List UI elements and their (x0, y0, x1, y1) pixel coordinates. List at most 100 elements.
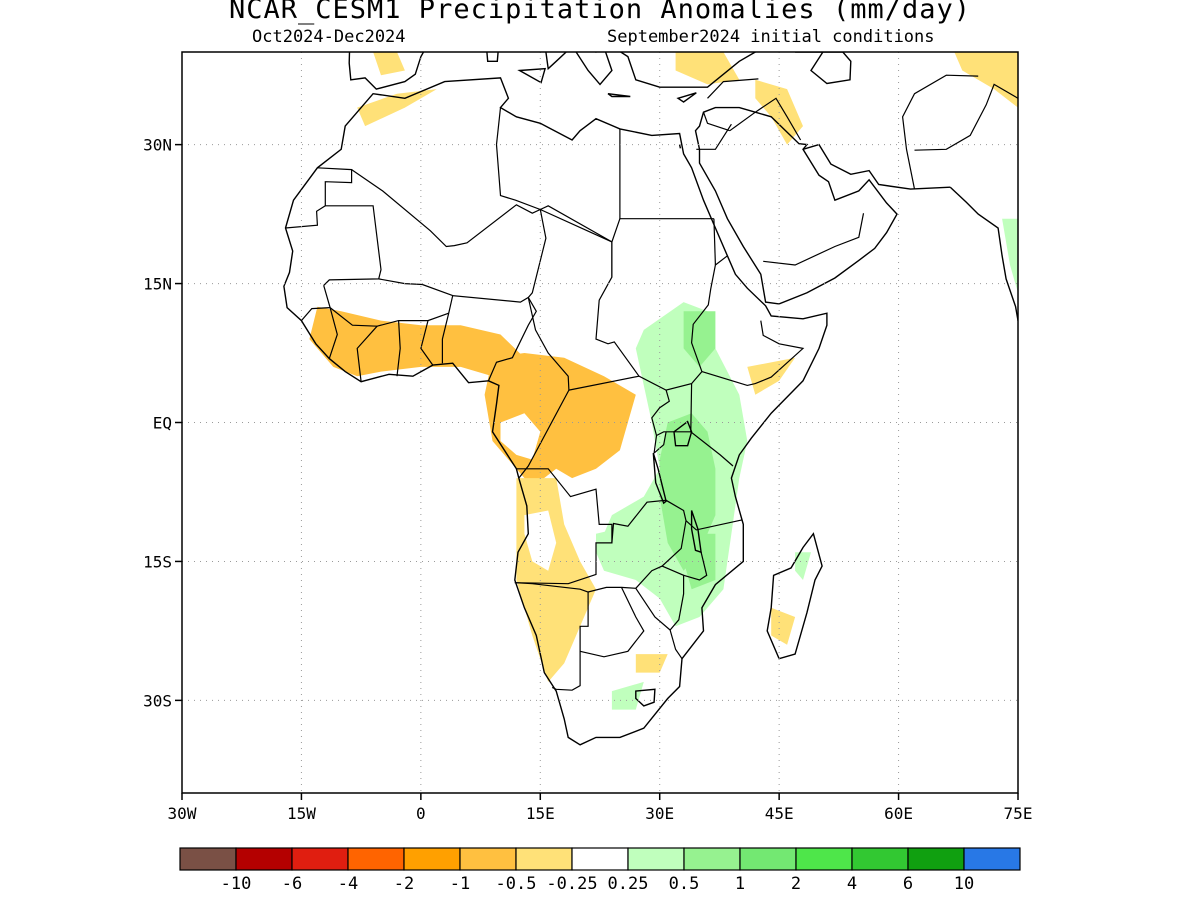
colorbar-swatch (179, 847, 237, 871)
land-outline (607, 93, 631, 98)
country-border (701, 320, 805, 387)
anomaly-region-zambia-wet (596, 524, 644, 571)
country-border (651, 389, 670, 436)
anomaly-region-east-africa-wet-core (659, 413, 716, 571)
colorbar-label: -10 (221, 874, 252, 894)
country-border (690, 383, 734, 467)
country-border (653, 431, 667, 454)
country-border (396, 320, 401, 377)
country-border (914, 83, 1018, 151)
colorbar-label: -0.25 (546, 874, 597, 894)
country-border (351, 169, 613, 278)
colorbar-swatch (963, 847, 1021, 871)
colorbar-label: -2 (394, 874, 414, 894)
colorbar-label: -0.5 (496, 874, 537, 894)
colorbar-label: -6 (282, 874, 302, 894)
anomaly-region-angola-namibia-dry (516, 478, 596, 682)
country-border (707, 78, 759, 99)
country-border (285, 167, 353, 229)
land-outline (766, 532, 823, 660)
anomaly-region-turkey-dry (675, 52, 740, 85)
colorbar-swatch (347, 847, 405, 871)
land-outline (635, 688, 656, 707)
country-border (702, 111, 730, 132)
colorbar-swatch (683, 847, 741, 871)
country-border (763, 213, 865, 266)
lat-tick-label: 15S (143, 552, 172, 571)
country-border (514, 582, 589, 691)
colorbar-label: 4 (847, 874, 857, 894)
colorbar-swatch (403, 847, 461, 871)
axis-ticks: 30N 15N EQ 15S 30S 30W 15W 0 15E 30E 45E 60E 75E (143, 136, 1032, 823)
lat-tick-label: 30S (143, 691, 172, 710)
anomaly-region-south-africa-wet (611, 681, 644, 710)
anomaly-region-somalia-dry (747, 357, 796, 395)
country-border (611, 499, 687, 589)
country-border (323, 205, 382, 286)
lon-tick-label: 45E (765, 804, 794, 823)
country-border (518, 209, 570, 479)
country-border (901, 74, 979, 190)
lon-tick-label: 0 (416, 804, 426, 823)
country-border (653, 431, 691, 454)
anomaly-region-south-africa-east-dry (635, 654, 668, 673)
lon-tick-label: 15E (526, 804, 555, 823)
land-outline (795, 52, 852, 85)
colorbar-swatch (291, 847, 349, 871)
colorbar-label: -4 (338, 874, 358, 894)
country-border (300, 307, 331, 321)
land-outline (673, 420, 693, 447)
initial-conditions-subtitle: September2024 initial conditions (607, 27, 935, 47)
country-border (514, 468, 613, 585)
lon-tick-label: 30W (168, 804, 197, 823)
country-border (619, 128, 714, 220)
lat-lon-grid (182, 52, 1018, 793)
anomaly-region-gabon-congo-dry (500, 413, 541, 460)
country-border (378, 278, 453, 297)
anomaly-region-iberia-dry (373, 52, 405, 76)
country-border (587, 586, 683, 660)
land-outline (575, 52, 757, 88)
colorbar-swatch (459, 847, 517, 871)
land-outline (486, 52, 499, 62)
colorbar-label: 0.25 (608, 874, 649, 894)
country-border (713, 218, 716, 266)
country-border (579, 587, 645, 658)
chart-title: NCAR_CESM1 Precipitation Anomalies (mm/d… (229, 0, 971, 25)
coast-line (949, 186, 1018, 323)
lat-tick-label: EQ (153, 414, 172, 433)
anomaly-shading (309, 52, 1018, 710)
country-border (495, 144, 613, 243)
coast-line (678, 144, 682, 149)
anomaly-region-morocco-dry (357, 89, 437, 127)
country-border (328, 307, 338, 359)
country-border (683, 552, 708, 581)
country-border (661, 565, 685, 631)
country-border (441, 294, 537, 382)
colorbar-swatch (739, 847, 797, 871)
lon-tick-label: 15W (287, 804, 316, 823)
colorbar-label: 0.5 (669, 874, 700, 894)
anomaly-region-west-africa-guinea-coast (309, 306, 525, 377)
land-outline (694, 106, 898, 305)
land-outline (283, 77, 828, 746)
coastlines-and-borders (283, 52, 1018, 746)
forecast-period-subtitle: Oct2024-Dec2024 (252, 27, 406, 47)
coast-line (802, 143, 951, 190)
colorbar-swatch (851, 847, 909, 871)
colorbar-swatch (235, 847, 293, 871)
country-border (729, 97, 802, 141)
anomaly-region-ethiopia-wet (683, 311, 716, 367)
country-border (568, 375, 640, 391)
colorbar-label: 2 (791, 874, 801, 894)
anomaly-region-angola-core-dry (524, 510, 557, 571)
country-border (356, 325, 378, 382)
lat-tick-label: 15N (143, 275, 172, 294)
anomaly-region-madagascar-wet (795, 552, 811, 580)
anomaly-region-india-wet (1002, 218, 1018, 293)
land-outline (517, 67, 547, 84)
colorbar-swatch (515, 847, 573, 871)
lon-tick-label: 75E (1004, 804, 1033, 823)
country-border (420, 320, 434, 366)
